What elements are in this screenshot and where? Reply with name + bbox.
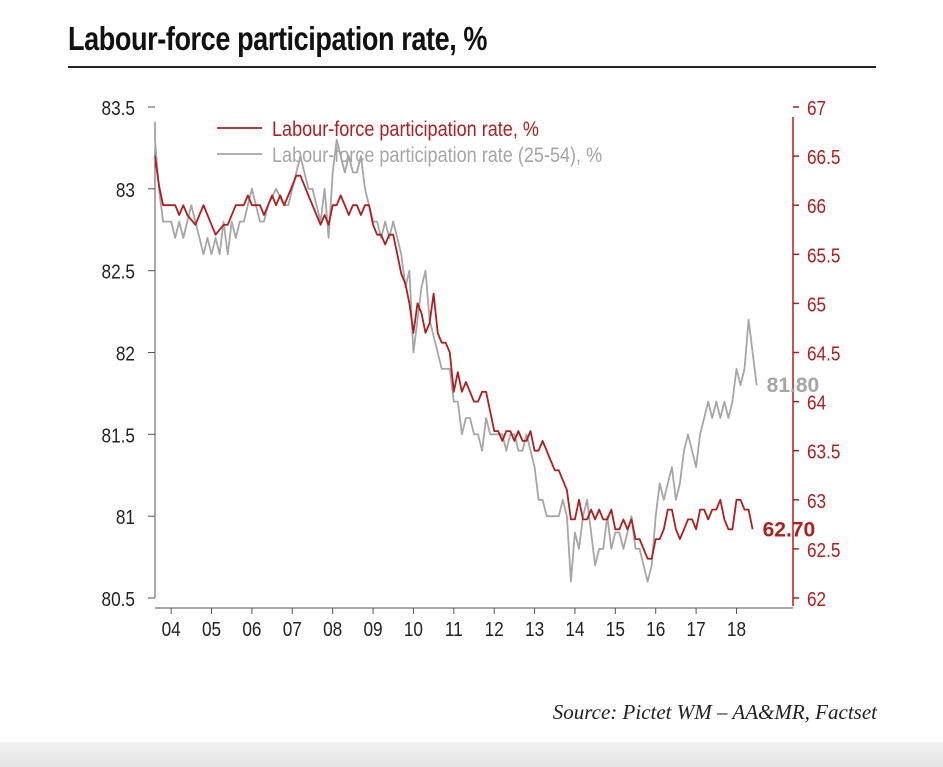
legend-label: Labour-force participation rate, % xyxy=(272,118,539,142)
chart-axes: 80.5 81 81.5 82 82.5 83 83.5 62 62.5 63 63.5 64 64.5… xyxy=(102,97,841,641)
line-chart: 80.5 81 81.5 82 82.5 83 83.5 62 62.5 63 63.5 64 64.5… xyxy=(102,97,841,641)
x-axis-tick-label: 09 xyxy=(363,618,382,641)
chart-legend: Labour-force participation rate, %Labour… xyxy=(217,118,602,168)
x-axis-tick-label: 16 xyxy=(646,618,665,641)
x-axis-tick-label: 17 xyxy=(687,618,706,641)
series-line-total xyxy=(154,155,754,560)
left-axis-tick-label: 80.5 xyxy=(102,588,135,611)
x-axis-tick-label: 05 xyxy=(202,618,221,641)
x-axis-tick-label: 11 xyxy=(445,618,463,641)
right-axis-tick-label: 64.5 xyxy=(807,342,840,365)
left-axis-tick-label: 81.5 xyxy=(102,424,135,447)
x-axis-tick-label: 18 xyxy=(727,618,746,641)
legend-label: Labour-force participation rate (25-54),… xyxy=(272,144,602,168)
chart-title: Labour-force participation rate, % xyxy=(68,20,488,57)
bottom-bar xyxy=(0,742,943,767)
x-axis-tick-label: 12 xyxy=(485,618,504,641)
right-axis-tick-label: 64 xyxy=(807,391,826,414)
right-axis-tick-label: 67 xyxy=(807,97,826,120)
series-end-label-total: 62.70 xyxy=(763,518,816,541)
left-axis-tick-label: 83 xyxy=(116,179,135,202)
source-note: Source: Pictet WM – AA&MR, Factset xyxy=(552,700,877,724)
left-axis-tick-label: 82.5 xyxy=(102,260,135,283)
right-axis-tick-label: 66 xyxy=(807,195,826,218)
right-axis-tick-label: 65.5 xyxy=(807,244,840,267)
chart-series: 81.80 62.70 xyxy=(154,138,820,583)
title-divider xyxy=(68,66,876,68)
series-end-label-prime-age: 81.80 xyxy=(767,374,820,397)
right-axis-tick-label: 66.5 xyxy=(807,146,840,169)
series-line-prime-age xyxy=(154,138,758,583)
right-axis-tick-label: 62.5 xyxy=(807,539,840,562)
x-axis-tick-label: 13 xyxy=(525,618,544,641)
right-axis-tick-label: 62 xyxy=(807,588,826,611)
x-axis-tick-label: 10 xyxy=(404,618,423,641)
x-axis-tick-label: 07 xyxy=(283,618,302,641)
x-axis-tick-label: 04 xyxy=(162,618,181,641)
x-axis-tick-label: 14 xyxy=(565,618,584,641)
left-axis-tick-label: 83.5 xyxy=(102,97,135,120)
right-axis-tick-label: 65 xyxy=(807,293,826,316)
right-axis-tick-label: 63.5 xyxy=(807,440,840,463)
x-axis-tick-label: 08 xyxy=(323,618,342,641)
left-axis-tick-label: 81 xyxy=(116,506,135,529)
right-axis-tick-label: 63 xyxy=(807,490,826,513)
left-axis-tick-label: 82 xyxy=(116,342,135,365)
x-axis-tick-label: 06 xyxy=(242,618,261,641)
x-axis-tick-label: 15 xyxy=(606,618,625,641)
